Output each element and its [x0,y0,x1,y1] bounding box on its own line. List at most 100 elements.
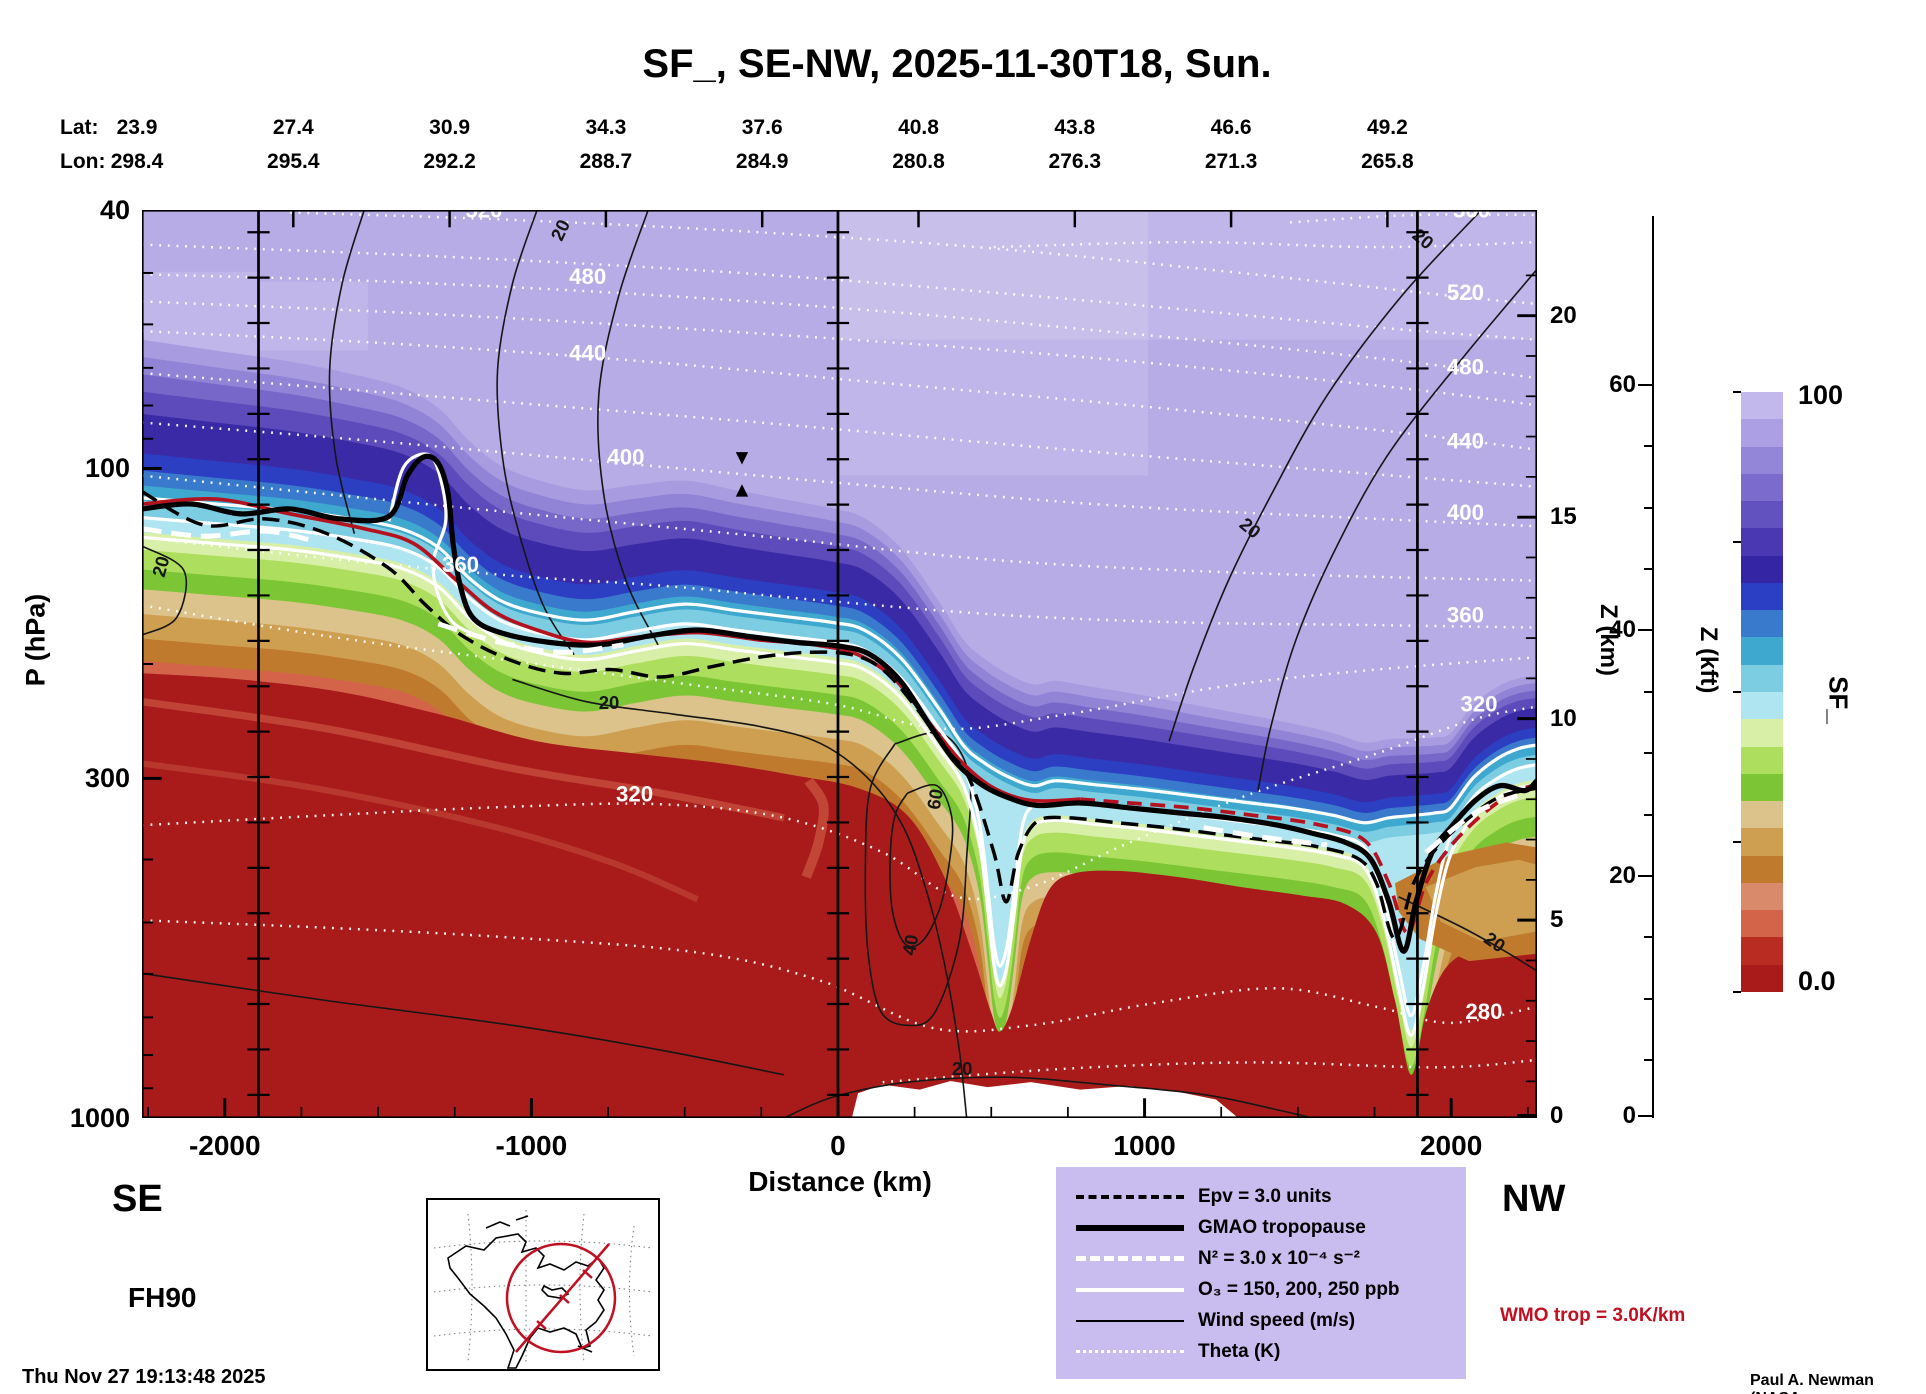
colorbar-swatch [1741,828,1783,857]
sf-band-red [142,673,1537,1118]
legend-sample-theta [1076,1350,1184,1353]
theta-contour-label: 320 [1460,692,1497,717]
lat-value: 34.3 [585,116,627,139]
theta-contour [141,919,1538,1033]
z-km-tick-label: 20 [1550,301,1577,329]
theta-contour-label: 360 [442,552,479,577]
lon-value: 265.8 [1361,150,1414,173]
z-kft-axis-line [1652,216,1654,1118]
distance-tick-label: 0 [830,1130,846,1161]
legend-label-o3: O₃ = 150, 200, 250 ppb [1198,1278,1400,1300]
theta-contour [141,371,1538,488]
theta-contour [141,536,1538,629]
wmo-tropopause-note: WMO trop = 3.0K/km [1500,1305,1686,1326]
colorbar-swatch [1741,692,1783,720]
colorbar-swatch [1741,910,1783,938]
arrow-marker [735,452,749,497]
legend-row: O₃ = 150, 200, 250 ppb [1076,1274,1466,1305]
distance-tick-label: -2000 [188,1130,261,1161]
wind-contour-label: 40 [898,933,922,957]
ozone-contour [141,516,1538,1018]
lat-value: 46.6 [1210,116,1252,139]
lon-value: 280.8 [892,150,945,173]
cross-section-plot: 5204804404003603205605204804404003603202… [140,197,1550,1159]
theta-contour-label: 440 [1447,428,1484,453]
z-km-tick-label: 5 [1550,906,1564,934]
colorbar-tick [1733,691,1741,693]
legend-row: GMAO tropopause [1076,1212,1466,1243]
z-kft-tick-label: 20 [1609,861,1636,889]
theta-contour [141,329,1538,451]
z-kft-major-tick [1638,383,1652,386]
sf-detail [801,777,829,879]
theta-contour-label: 520 [465,210,502,222]
colorbar-swatch [1741,419,1783,448]
wind-contour-label: 20 [148,554,174,579]
wind-contour [889,783,954,948]
gmao-tropopause-line [141,453,1539,954]
forecast-hour-label: FH90 [128,1282,197,1313]
legend-label-theta: Theta (K) [1198,1340,1281,1362]
theta-contour-label: 360 [1447,603,1484,628]
lon-axis-prefix: Lon: [60,150,106,173]
colorbar-swatch [1741,937,1783,966]
legend-sample-epv [1076,1194,1184,1199]
wind-contour [141,545,188,636]
z-kft-axis-title: Z (kft) [1695,626,1722,694]
colorbar-swatch [1741,882,1783,911]
z-km-tick-label: 10 [1550,704,1577,732]
theta-contour-label: 480 [569,264,606,289]
z-km-tick-label: 0 [1550,1101,1564,1129]
ozone-contour [141,496,1538,825]
wind-contour [1398,896,1538,972]
wind-contour [328,209,365,534]
author-credit: Paul A. Newman (NASA [1750,1372,1874,1394]
colorbar-max-label: 100 [1798,380,1844,410]
wind-contour [141,972,785,1076]
lat-value: 27.4 [272,116,314,139]
theta-contour [141,300,1538,407]
colorbar-swatch [1741,473,1783,502]
z-kft-major-tick [1638,1114,1652,1117]
z-kft-minor-tick [1644,506,1652,509]
z-kft-minor-tick [1644,567,1652,570]
colorbar-swatch [1741,501,1783,529]
z-kft-minor-tick [1644,752,1652,755]
lon-value: 298.4 [110,150,164,173]
theta-contour [141,604,1538,731]
coastline [447,1215,605,1369]
section-path-overlay [505,1242,617,1354]
colorbar-swatch [1741,610,1783,638]
colorbar-swatch [1741,664,1783,693]
wind-contour [1257,268,1538,791]
wind-contour-label: 20 [952,1058,973,1079]
n2-contour [141,526,316,544]
colorbar-tick [1733,391,1741,393]
colorbar-swatch [1741,801,1783,829]
lat-axis-prefix: Lat: [60,116,99,139]
wind-contour-label: 20 [599,692,620,713]
lon-value: 295.4 [267,150,320,173]
legend: Epv = 3.0 units GMAO tropopause N² = 3.0… [1056,1167,1466,1379]
z-kft-tick-label: 40 [1609,616,1636,644]
lon-value: 292.2 [423,150,476,173]
colorbar-swatch [1741,555,1783,584]
pressure-tick-label: 1000 [69,1103,130,1133]
lat-value: 23.9 [116,116,158,139]
lon-value: 284.9 [735,150,789,173]
z-kft-minor-tick [1644,690,1652,693]
theta-contour-label: 480 [1447,354,1484,379]
distance-tick-label: -1000 [495,1130,568,1161]
lat-value: 37.6 [741,116,783,139]
colorbar-swatch [1741,392,1783,420]
legend-sample-n2 [1076,1256,1184,1261]
colorbar-title: SF_ [1823,676,1854,724]
inset-map [426,1198,660,1371]
distance-axis-title: Distance (km) [748,1166,932,1197]
theta-contour-label: 520 [1447,280,1484,305]
z-kft-major-tick [1638,629,1652,632]
terrain-mask [851,1080,1239,1118]
distance-tick-label: 2000 [1419,1130,1483,1161]
n2-contour [1203,825,1328,848]
corner-label-se: SE [112,1178,163,1220]
